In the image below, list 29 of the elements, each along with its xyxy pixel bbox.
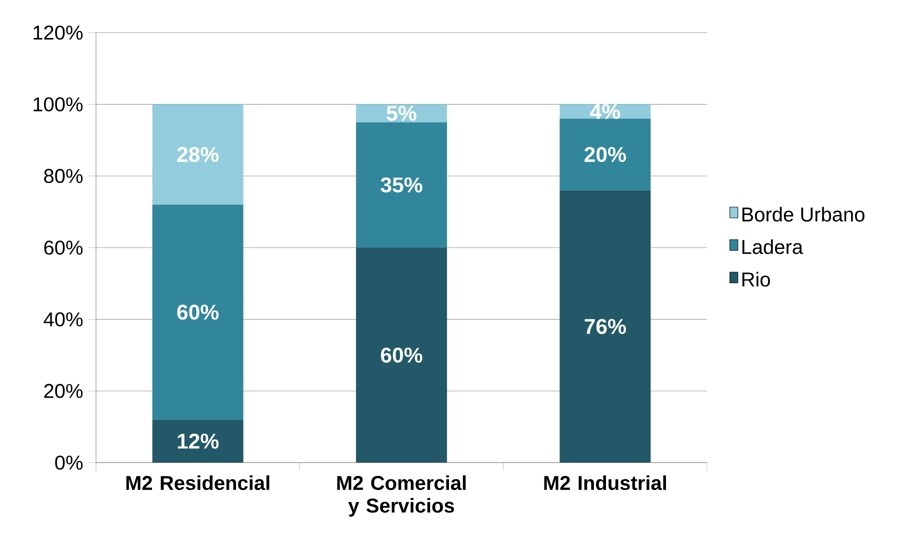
y-tick-label: 0% bbox=[55, 456, 83, 470]
bar bbox=[560, 190, 651, 463]
bar bbox=[152, 104, 244, 205]
y-tick-label: 120% bbox=[34, 26, 83, 40]
data-label: 60% bbox=[380, 348, 422, 363]
legend-label: Borde Urbano bbox=[742, 206, 864, 222]
bar bbox=[152, 204, 244, 420]
bar bbox=[560, 118, 651, 190]
data-label: 35% bbox=[380, 177, 422, 192]
bar bbox=[152, 420, 244, 463]
y-tick-label: 20% bbox=[44, 384, 83, 398]
x-tick-label: M2 Comercial y Servicios bbox=[337, 475, 466, 517]
data-label: 76% bbox=[584, 318, 626, 334]
data-label: 5% bbox=[386, 106, 416, 121]
y-tick-label: 100% bbox=[34, 97, 83, 112]
data-label: 60% bbox=[177, 304, 219, 320]
data-label: 4% bbox=[590, 104, 620, 119]
bar bbox=[356, 248, 447, 463]
data-label: 28% bbox=[177, 146, 219, 162]
x-tick-label: M2 Industrial bbox=[544, 475, 666, 490]
y-tick-label: 80% bbox=[44, 168, 83, 184]
x-tick-label: M2 Residencial bbox=[126, 475, 270, 490]
data-label: 12% bbox=[178, 434, 219, 449]
y-tick-label: 40% bbox=[44, 312, 83, 326]
y-tick-label: 60% bbox=[44, 240, 83, 255]
legend-label: Rio bbox=[742, 272, 770, 287]
bar bbox=[356, 122, 447, 248]
legend-label: Ladera bbox=[742, 239, 804, 254]
data-label: 20% bbox=[584, 146, 626, 162]
